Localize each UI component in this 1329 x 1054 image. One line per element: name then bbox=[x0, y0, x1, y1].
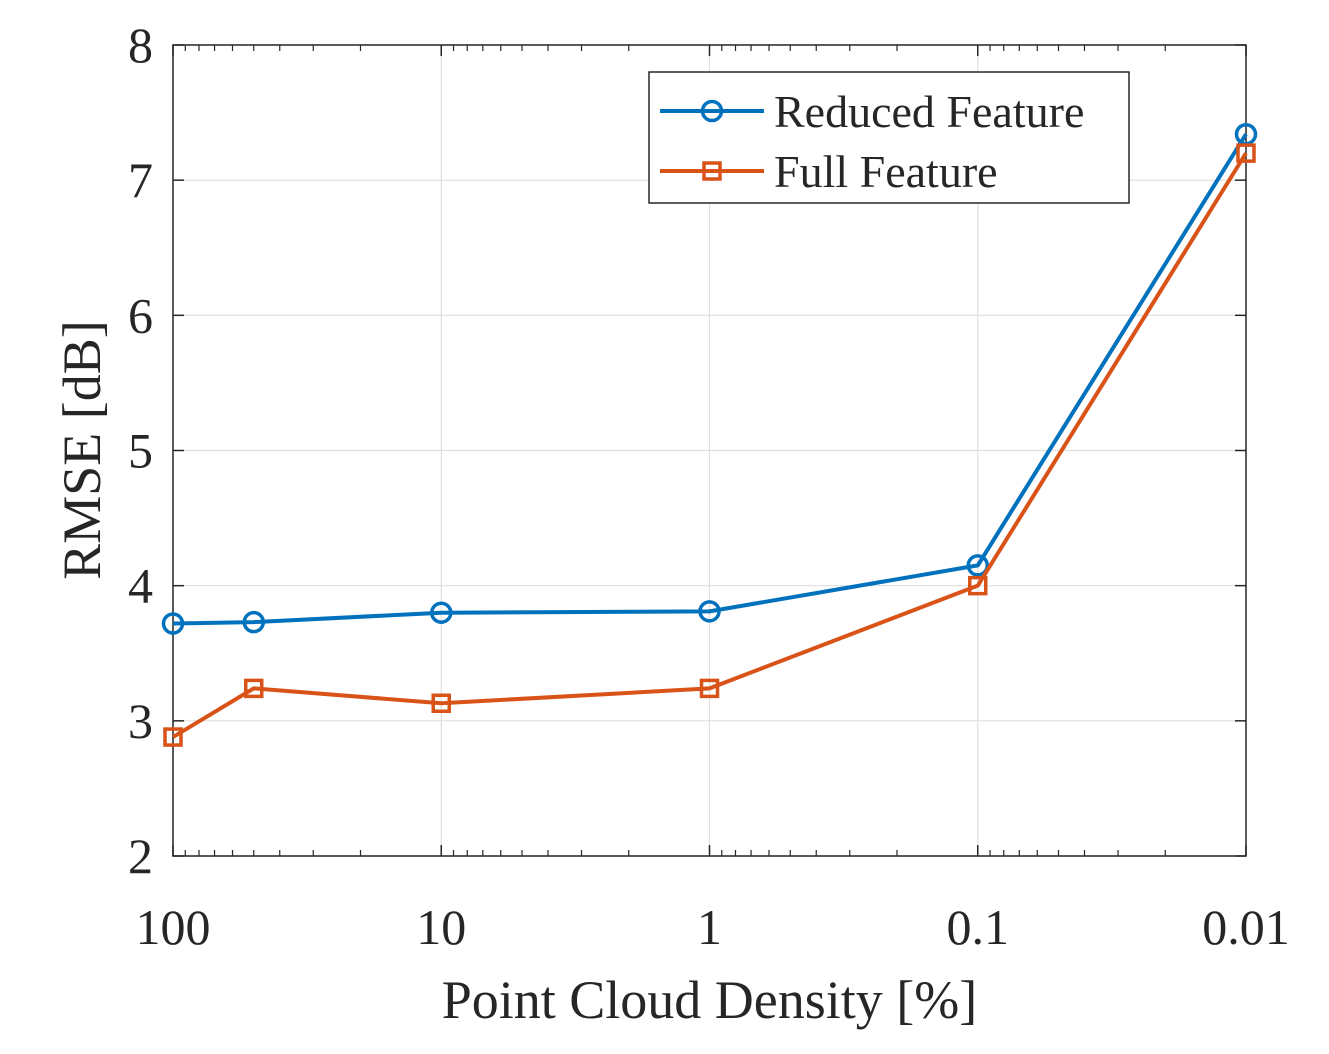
data-point bbox=[242, 610, 266, 634]
data-point bbox=[966, 554, 989, 577]
legend-label: Full Feature bbox=[774, 146, 998, 197]
data-point bbox=[163, 727, 183, 747]
series-2 bbox=[163, 143, 1256, 747]
data-point bbox=[698, 600, 721, 623]
data-point bbox=[430, 601, 453, 624]
y-tick-label: 3 bbox=[128, 693, 153, 749]
series-1 bbox=[161, 122, 1258, 635]
y-axis-label: RMSE [dB] bbox=[52, 320, 112, 580]
legend-box bbox=[648, 71, 1130, 204]
x-tick-label: 10 bbox=[416, 899, 466, 955]
data-point bbox=[161, 612, 185, 635]
y-tick-label: 5 bbox=[128, 423, 153, 479]
y-tick-label: 7 bbox=[128, 152, 153, 208]
x-tick-labels: 100 10 1 0.1 0.01 bbox=[136, 899, 1290, 955]
legend: Reduced Feature Full Feature bbox=[648, 71, 1130, 204]
x-axis-label: Point Cloud Density [%] bbox=[442, 970, 978, 1030]
x-tick-label: 1 bbox=[697, 899, 722, 955]
minor-ticks bbox=[184, 45, 1166, 856]
data-point bbox=[968, 575, 988, 596]
data-point bbox=[1236, 143, 1256, 163]
legend-marker bbox=[700, 99, 724, 123]
y-tick-labels: 2 3 4 5 6 7 8 bbox=[128, 17, 153, 884]
y-tick-label: 6 bbox=[128, 287, 153, 343]
legend-marker bbox=[702, 161, 722, 181]
legend-item: Full Feature bbox=[660, 146, 998, 197]
series-line bbox=[172, 133, 1248, 626]
legend-item: Reduced Feature bbox=[660, 86, 1084, 137]
x-tick-label: 100 bbox=[136, 899, 211, 955]
y-tick-label: 4 bbox=[128, 558, 153, 614]
data-point bbox=[431, 693, 451, 714]
data-point bbox=[699, 678, 720, 699]
series-line bbox=[171, 152, 1248, 739]
y-tick-label: 2 bbox=[128, 828, 153, 884]
legend-label: Reduced Feature bbox=[774, 86, 1084, 137]
y-tick-label: 8 bbox=[128, 17, 153, 73]
x-tick-label: 0.01 bbox=[1202, 899, 1290, 955]
x-tick-label: 0.1 bbox=[947, 899, 1010, 955]
axes-box bbox=[172, 44, 1247, 857]
series bbox=[161, 122, 1258, 747]
data-point bbox=[244, 678, 264, 699]
